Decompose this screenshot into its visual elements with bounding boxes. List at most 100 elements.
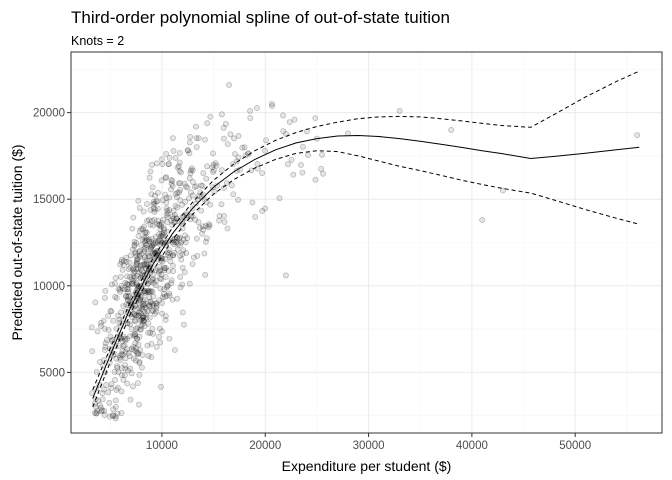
scatter-point [152, 282, 159, 289]
scatter-point [174, 189, 181, 196]
scatter-point [170, 237, 177, 243]
scatter-point [145, 287, 152, 294]
scatter-point [187, 133, 193, 140]
scatter-point [126, 333, 133, 340]
scatter-point [120, 303, 127, 309]
scatter-point [169, 262, 176, 269]
scatter-point [157, 339, 163, 346]
scatter-point [131, 268, 138, 275]
scatter-point [174, 295, 181, 302]
scatter-point [138, 251, 145, 257]
scatter-point [150, 302, 157, 309]
scatter-point [180, 321, 187, 328]
scatter-point [93, 410, 100, 417]
scatter-point [220, 135, 227, 142]
scatter-point [221, 219, 228, 225]
scatter-point [113, 403, 119, 410]
scatter-point [177, 274, 184, 280]
scatter-point [134, 335, 141, 342]
scatter-point [146, 314, 153, 321]
scatter-point [184, 147, 191, 154]
scatter-point [164, 210, 171, 217]
scatter-point [150, 201, 157, 208]
scatter-point [125, 367, 131, 374]
scatter-point [163, 150, 170, 157]
scatter-point [148, 161, 155, 168]
upper-ci-line [92, 70, 640, 390]
scatter-point [448, 126, 455, 133]
scatter-point [179, 251, 186, 257]
scatter-point [113, 386, 120, 393]
scatter-point [218, 201, 225, 208]
scatter-point [118, 410, 125, 416]
scatter-point [239, 144, 246, 151]
scatter-point [175, 218, 182, 225]
scatter-point [140, 317, 147, 324]
scatter-point [145, 252, 152, 259]
scatter-point [157, 241, 164, 248]
scatter-point [142, 229, 148, 236]
scatter-point [136, 204, 143, 211]
y-tick-label: 5000 [39, 367, 65, 379]
scatter-point [119, 266, 126, 273]
scatter-point [164, 219, 171, 226]
scatter-point [149, 250, 156, 257]
x-axis: 10000 20000 30000 40000 50000 [146, 433, 591, 452]
scatter-point [145, 329, 152, 336]
scatter-point [137, 326, 144, 333]
scatter-point [122, 365, 129, 372]
scatter-point [132, 318, 139, 325]
scatter-point [134, 324, 141, 331]
scatter-point [187, 170, 194, 177]
scatter-point [92, 409, 98, 416]
scatter-point [135, 312, 142, 319]
scatter-point [262, 205, 269, 212]
scatter-point [172, 191, 179, 197]
scatter-point [222, 121, 229, 127]
scatter-point [298, 161, 304, 168]
scatter-point [136, 333, 143, 340]
scatter-point [108, 385, 115, 391]
scatter-point [178, 256, 185, 263]
scatter-point [158, 177, 165, 184]
scatter-point [172, 211, 178, 218]
scatter-point [155, 237, 162, 243]
scatter-point [159, 258, 166, 265]
scatter-point [479, 217, 486, 223]
scatter-point [200, 170, 207, 177]
scatter-point [106, 399, 113, 406]
scatter-point [118, 365, 125, 372]
scatter-point [153, 305, 160, 311]
scatter-point [114, 363, 120, 369]
scatter-point [132, 330, 138, 337]
scatter-point [92, 299, 99, 306]
scatter-point [163, 265, 169, 271]
scatter-point [144, 342, 151, 349]
scatter-point [241, 144, 248, 151]
scatter-point [132, 333, 139, 340]
scatter-point [153, 277, 160, 284]
scatter-point [159, 300, 165, 306]
scatter-point [183, 249, 190, 256]
scatter-point [141, 246, 148, 252]
scatter-point [139, 225, 146, 232]
scatter-point [150, 198, 157, 205]
scatter-point [173, 215, 180, 222]
scatter-point [146, 174, 153, 181]
scatter-point [210, 150, 216, 157]
scatter-point [138, 226, 145, 232]
scatter-point [187, 189, 194, 196]
scatter-point [163, 292, 170, 299]
scatter-point [99, 396, 106, 403]
scatter-point [144, 217, 150, 224]
scatter-point [131, 241, 138, 248]
scatter-point [166, 207, 173, 213]
scatter-point [174, 235, 180, 241]
scatter-point [192, 200, 199, 207]
scatter-point [130, 344, 137, 350]
scatter-point [168, 280, 175, 287]
scatter-point [97, 359, 103, 365]
scatter-point [181, 269, 188, 276]
scatter-point [291, 116, 298, 123]
scatter-point [133, 348, 140, 355]
